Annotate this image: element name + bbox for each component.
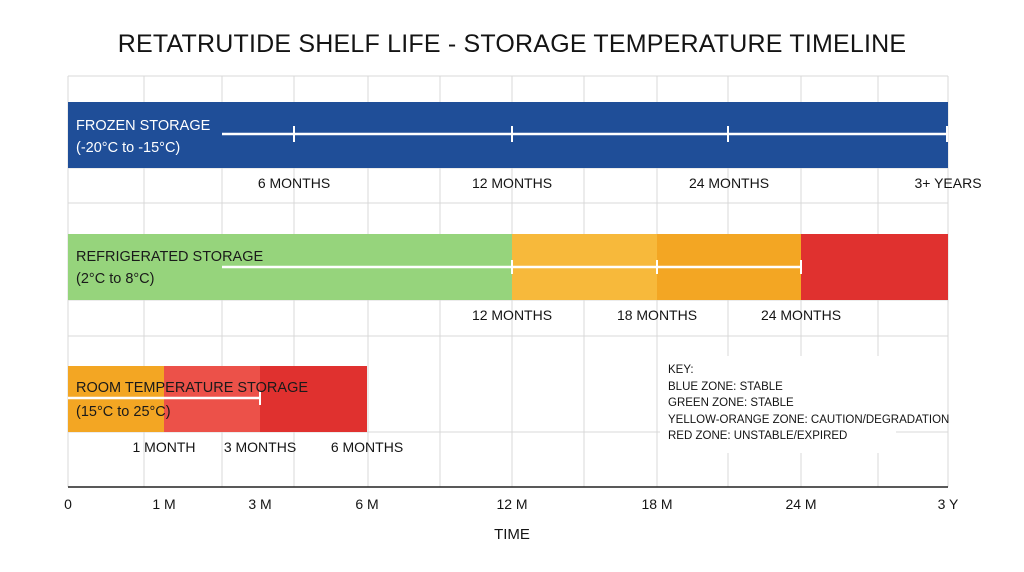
milestone-label-refrigerated-0: 12 MONTHS xyxy=(472,307,552,323)
x-tick-label-5: 18 M xyxy=(641,496,672,512)
legend-key: KEY: BLUE ZONE: STABLE GREEN ZONE: STABL… xyxy=(660,356,950,453)
bars-layer xyxy=(68,102,948,432)
milestone-label-frozen-0: 6 MONTHS xyxy=(258,175,330,191)
lane-label-room: ROOM TEMPERATURE STORAGE xyxy=(76,380,308,396)
milestone-label-frozen-3: 3+ YEARS xyxy=(914,175,981,191)
x-tick-label-0: 0 xyxy=(64,496,72,512)
lane-label-frozen: FROZEN STORAGE xyxy=(76,118,211,134)
milestone-label-refrigerated-2: 24 MONTHS xyxy=(761,307,841,323)
lane-range-room: (15°C to 25°C) xyxy=(76,404,171,420)
lane-segment-refrigerated-3 xyxy=(801,234,948,300)
x-tick-label-4: 12 M xyxy=(496,496,527,512)
x-axis-title: TIME xyxy=(494,526,530,543)
lane-label-refrigerated: REFRIGERATED STORAGE xyxy=(76,249,264,265)
x-tick-label-1: 1 M xyxy=(152,496,175,512)
milestone-label-room-2: 6 MONTHS xyxy=(331,439,403,455)
milestone-label-room-0: 1 MONTH xyxy=(133,439,196,455)
key-item-blue: BLUE ZONE: STABLE xyxy=(668,380,783,393)
x-axis: 0 1 M 3 M 6 M 12 M 18 M 24 M 3 Y xyxy=(64,486,959,512)
key-item-red: RED ZONE: UNSTABLE/EXPIRED xyxy=(668,430,848,442)
key-title: KEY: xyxy=(668,364,694,376)
chart-title: RETATRUTIDE SHELF LIFE - STORAGE TEMPERA… xyxy=(117,30,907,58)
x-tick-label-3: 6 M xyxy=(355,496,378,512)
key-item-yellow-orange: YELLOW-ORANGE ZONE: CAUTION/DEGRADATION xyxy=(668,413,950,426)
milestone-label-frozen-2: 24 MONTHS xyxy=(689,175,769,191)
milestone-label-room-1: 3 MONTHS xyxy=(224,439,296,455)
milestone-label-refrigerated-1: 18 MONTHS xyxy=(617,307,697,323)
milestone-label-frozen-1: 12 MONTHS xyxy=(472,175,552,191)
key-item-green: GREEN ZONE: STABLE xyxy=(668,397,794,409)
labels-layer: FROZEN STORAGE (-20°C to -15°C) 6 MONTHS 12… xyxy=(76,118,982,455)
lane-range-frozen: (-20°C to -15°C) xyxy=(76,140,180,156)
x-tick-label-2: 3 M xyxy=(248,496,271,512)
lane-range-refrigerated: (2°C to 8°C) xyxy=(76,271,154,287)
x-tick-label-6: 24 M xyxy=(785,496,816,512)
lane-segment-room-2 xyxy=(260,366,367,432)
x-tick-label-7: 3 Y xyxy=(938,496,959,512)
